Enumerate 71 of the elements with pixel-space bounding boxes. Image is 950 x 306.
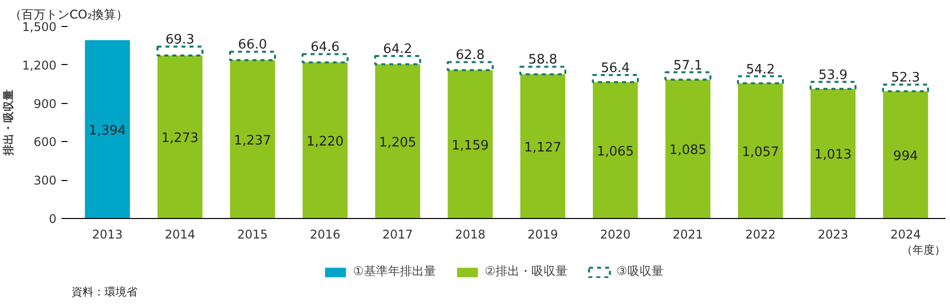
- data-label: 1,273: [161, 131, 199, 146]
- bar: [810, 80, 857, 90]
- data-label: 1,205: [379, 135, 416, 150]
- text: 資料：環境省: [72, 286, 138, 298]
- y-tick-label: 300: [34, 174, 56, 188]
- bar: [302, 53, 349, 64]
- bar: [157, 56, 202, 218]
- data-label: 58.8: [528, 52, 558, 68]
- x-tick-label: 2019: [528, 228, 558, 242]
- bar: [592, 82, 638, 218]
- data-label: 57.1: [673, 58, 702, 74]
- bar: [156, 46, 204, 57]
- data-label: 1,237: [234, 133, 272, 148]
- bar: [519, 66, 566, 76]
- data-label: 53.9: [818, 68, 848, 83]
- legend-label: ③吸収量: [616, 263, 664, 280]
- x-tick-label: 2022: [745, 228, 776, 242]
- bar: [230, 60, 276, 218]
- bar: [882, 84, 930, 92]
- data-label: 1,127: [524, 140, 562, 156]
- bar: [736, 75, 784, 84]
- data-label: 64.6: [310, 40, 340, 56]
- data-label: 1,394: [88, 123, 126, 138]
- data-label: 1,065: [596, 144, 634, 160]
- data-label: 1,057: [742, 144, 780, 160]
- x-tick-label: 2015: [237, 228, 268, 242]
- bar: [883, 91, 928, 218]
- text: （百万トンCO₂換算）: [10, 8, 128, 22]
- x-axis-title: （年度）: [902, 244, 946, 256]
- data-label: 62.8: [456, 48, 485, 64]
- data-label: 1,085: [669, 143, 707, 158]
- bar: [664, 71, 712, 81]
- x-tick-label: 2017: [382, 228, 413, 242]
- x-tick-label: 2024: [890, 228, 921, 242]
- data-label: 54.2: [746, 62, 775, 78]
- bar: [374, 55, 422, 66]
- bar: [375, 64, 420, 218]
- x-tick-label: 2014: [164, 228, 196, 242]
- x-tick-label: 2023: [818, 228, 848, 242]
- x-tick-label: 2013: [92, 228, 123, 242]
- bar: [520, 74, 566, 218]
- x-tick-label: 2020: [600, 228, 631, 242]
- data-label: 1,159: [452, 138, 489, 154]
- data-label: 69.3: [166, 32, 194, 48]
- data-label: 66.0: [238, 38, 268, 53]
- y-axis-title: 排出・吸収量: [2, 90, 16, 156]
- data-label: 1,013: [814, 148, 852, 163]
- y-tick-label: 900: [34, 96, 56, 111]
- y-tick-label: 1,200: [22, 58, 57, 72]
- data-label: 52.3: [891, 70, 920, 86]
- bar: [229, 50, 276, 62]
- x-tick-label: 2016: [310, 228, 340, 242]
- y-tick-label: 600: [34, 135, 56, 150]
- bar: [592, 74, 639, 84]
- bar: [84, 40, 130, 218]
- data-label: 994: [893, 148, 918, 164]
- y-tick-label: 0: [48, 212, 57, 226]
- bar: [738, 83, 783, 218]
- bar: [665, 80, 710, 218]
- data-label: 64.2: [383, 42, 412, 58]
- bar: [302, 62, 348, 218]
- bar: [446, 61, 494, 72]
- x-tick-label: 2018: [454, 228, 486, 242]
- data-label: 56.4: [600, 60, 630, 76]
- bar: [448, 70, 493, 218]
- y-tick-label: 1,500: [22, 20, 57, 34]
- data-label: 1,220: [306, 134, 344, 150]
- bar: [810, 88, 856, 218]
- legend-label: ①基準年排出量: [353, 263, 436, 280]
- x-tick-label: 2021: [672, 228, 704, 242]
- legend-label: ②排出・吸収量: [484, 263, 568, 280]
